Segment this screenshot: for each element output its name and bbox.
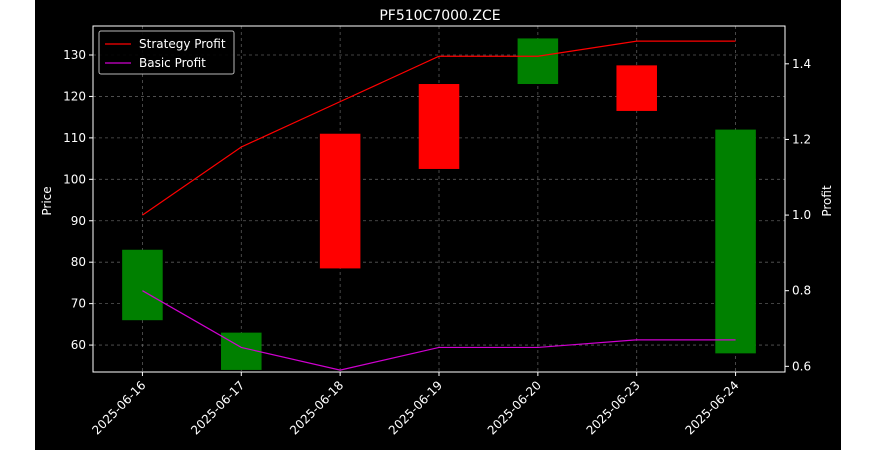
right-tick-label: 1.2	[792, 132, 811, 146]
profit-lines-layer	[142, 40, 736, 371]
legend-box	[98, 30, 235, 75]
line-basic-profit	[142, 290, 736, 371]
right-tick-label: 0.6	[792, 359, 811, 373]
candle-2025-06-20	[517, 38, 559, 85]
left-axis: 60 70 80 90 100 110 120 130	[63, 48, 93, 352]
candle-2025-06-18	[319, 133, 361, 269]
candles-layer	[122, 38, 756, 370]
left-tick-label: 80	[71, 255, 86, 269]
right-tick-label: 0.8	[792, 284, 811, 298]
right-tick-label: 1.4	[792, 57, 811, 71]
legend: Strategy Profit Basic Profit	[98, 30, 235, 75]
candle-2025-06-17	[221, 332, 262, 370]
x-tick-label: 2025-06-18	[287, 378, 346, 437]
x-tick-label: 2025-06-19	[386, 378, 445, 437]
left-tick-label: 90	[71, 214, 86, 228]
right-axis: 0.6 0.8 1.0 1.2 1.4	[785, 57, 811, 373]
legend-label-basic-profit: Basic Profit	[139, 56, 206, 70]
legend-label-strategy-profit: Strategy Profit	[139, 37, 226, 51]
x-tick-label: 2025-06-16	[89, 378, 148, 437]
x-tick-label: 2025-06-17	[188, 378, 247, 437]
y-axis-label-left: Price	[40, 186, 54, 215]
left-tick-label: 60	[71, 338, 86, 352]
left-tick-label: 120	[63, 89, 86, 103]
x-axis: 2025-06-16 2025-06-17 2025-06-18 2025-06-19…	[89, 372, 742, 437]
candle-2025-06-24	[715, 129, 756, 354]
left-tick-label: 100	[63, 172, 86, 186]
grid	[93, 26, 785, 372]
x-tick-label: 2025-06-20	[485, 378, 544, 437]
chart-figure: PF510C7000.ZCE 60 70 80 90 100 110 120 130 0.6 0…	[35, 0, 841, 450]
line-strategy-profit	[142, 40, 736, 216]
candle-2025-06-19	[418, 84, 460, 169]
x-tick-label: 2025-06-23	[584, 378, 643, 437]
x-tick-label: 2025-06-24	[682, 378, 741, 437]
right-tick-label: 1.0	[792, 208, 811, 222]
left-tick-label: 130	[63, 48, 86, 62]
candle-2025-06-23	[616, 65, 657, 111]
y-axis-label-right: Profit	[820, 185, 834, 217]
left-tick-label: 70	[71, 297, 86, 311]
left-tick-label: 110	[63, 131, 86, 145]
candle-2025-06-16	[122, 249, 163, 321]
chart-title: PF510C7000.ZCE	[379, 8, 500, 24]
